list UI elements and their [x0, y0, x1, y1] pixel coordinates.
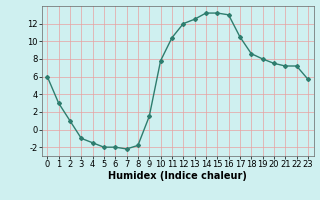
X-axis label: Humidex (Indice chaleur): Humidex (Indice chaleur) — [108, 171, 247, 181]
